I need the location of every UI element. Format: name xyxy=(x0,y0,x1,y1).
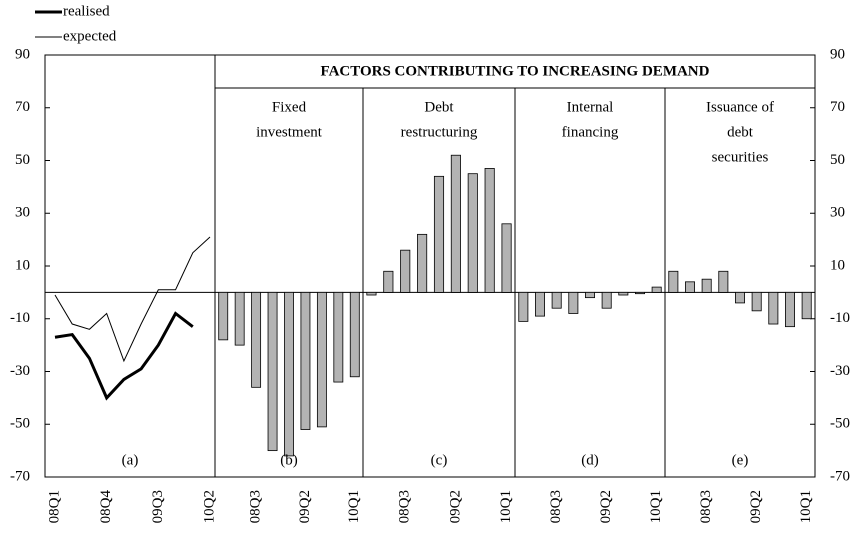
x-tick-label: 10Q1 xyxy=(346,490,362,523)
x-tick-label: 08Q4 xyxy=(98,490,114,524)
y2-tick-label: 90 xyxy=(830,46,845,62)
bar xyxy=(300,291,311,430)
bar xyxy=(718,270,729,293)
legend-label: realised xyxy=(63,3,110,19)
bar xyxy=(484,168,495,293)
panel-title: Internal xyxy=(567,99,614,115)
x-tick-label: 08Q3 xyxy=(397,490,413,523)
bar xyxy=(635,291,645,295)
panel-title: financing xyxy=(562,124,619,140)
bar xyxy=(535,291,545,317)
x-tick-label: 08Q3 xyxy=(248,490,264,523)
legend-label: expected xyxy=(63,28,117,44)
bar xyxy=(284,291,294,457)
panel-title: Issuance of xyxy=(706,99,774,115)
x-tick-label: 08Q3 xyxy=(548,490,564,523)
panel-title: restructuring xyxy=(401,124,478,140)
panel-label: (a) xyxy=(122,452,139,468)
y2-tick-label: -70 xyxy=(830,468,850,484)
bar xyxy=(366,291,377,296)
bar xyxy=(551,291,562,309)
x-tick-label: 09Q3 xyxy=(150,490,166,523)
bar xyxy=(450,154,461,293)
panel-label: (e) xyxy=(732,452,749,468)
bar xyxy=(518,291,529,322)
bar xyxy=(251,291,262,388)
y-tick-label: -50 xyxy=(10,416,30,432)
panel-title: investment xyxy=(256,124,323,140)
x-tick-label: 09Q2 xyxy=(748,490,764,523)
bar xyxy=(701,278,712,293)
y-tick-label: 70 xyxy=(15,99,30,115)
bar xyxy=(433,175,445,293)
chart-title: FACTORS CONTRIBUTING TO INCREASING DEMAN… xyxy=(321,63,710,79)
y2-tick-label: 70 xyxy=(830,99,845,115)
y-tick-label: -30 xyxy=(10,363,30,379)
bar xyxy=(383,270,394,293)
bar xyxy=(501,223,512,293)
bar xyxy=(218,291,229,341)
bar xyxy=(601,291,612,309)
line-series xyxy=(54,236,211,363)
line-series xyxy=(54,311,194,401)
bar xyxy=(585,291,595,299)
y2-tick-label: 30 xyxy=(830,205,845,221)
x-tick-label: 10Q2 xyxy=(201,490,217,523)
y-tick-label: -10 xyxy=(10,310,30,326)
bar xyxy=(349,291,360,378)
x-tick-label: 09Q2 xyxy=(447,490,463,523)
panel-title: Debt xyxy=(424,99,454,115)
panel-label: (b) xyxy=(280,452,298,468)
y2-tick-label: 50 xyxy=(830,152,845,168)
x-tick-label: 08Q1 xyxy=(46,490,62,523)
y2-tick-label: -50 xyxy=(830,416,850,432)
bar xyxy=(333,291,344,383)
bar xyxy=(417,233,428,293)
y2-tick-label: -10 xyxy=(830,310,850,326)
x-tick-label: 10Q1 xyxy=(498,490,514,523)
panel-title: securities xyxy=(712,149,769,165)
x-tick-label: 10Q1 xyxy=(648,490,664,523)
bar xyxy=(768,291,779,325)
y2-tick-label: -30 xyxy=(830,363,850,379)
x-tick-label: 10Q1 xyxy=(798,490,814,523)
panel-title: debt xyxy=(727,124,754,140)
y2-tick-label: 10 xyxy=(830,257,845,273)
y-tick-label: 50 xyxy=(15,152,30,168)
bar xyxy=(801,291,812,320)
y-tick-label: 90 xyxy=(15,46,30,62)
panel-title: Fixed xyxy=(272,99,307,115)
bar xyxy=(685,281,695,293)
y-tick-label: 30 xyxy=(15,205,30,221)
bar xyxy=(467,173,478,293)
bar xyxy=(267,291,278,452)
panel-label: (d) xyxy=(581,452,599,468)
bar xyxy=(651,286,662,293)
bar xyxy=(751,291,762,312)
plot-frame xyxy=(44,54,816,478)
panel-label: (c) xyxy=(431,452,448,468)
bar xyxy=(618,291,629,296)
x-tick-label: 09Q2 xyxy=(598,490,614,523)
bar xyxy=(785,291,795,328)
bar xyxy=(400,249,411,293)
x-tick-label: 08Q3 xyxy=(698,490,714,523)
bar xyxy=(234,291,245,346)
x-tick-label: 09Q2 xyxy=(297,490,313,523)
bar xyxy=(568,291,579,314)
y-tick-label: -70 xyxy=(10,468,30,484)
bar xyxy=(316,291,327,428)
bar xyxy=(735,291,745,304)
y-tick-label: 10 xyxy=(15,257,30,273)
bar xyxy=(668,270,679,293)
